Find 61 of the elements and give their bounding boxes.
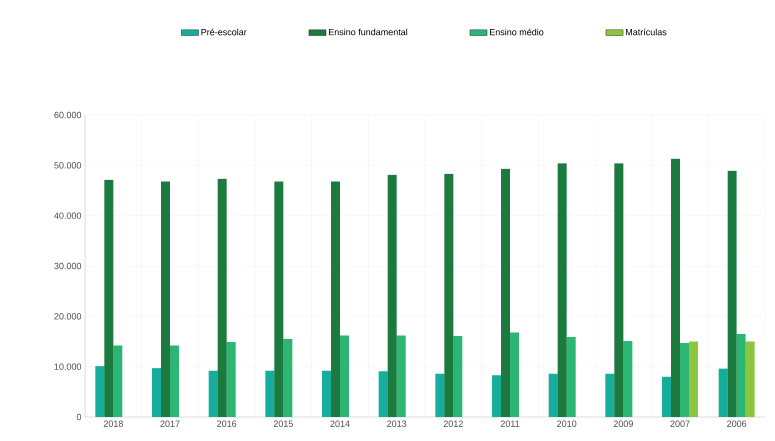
y-tick-label: 0 [76, 414, 82, 420]
x-tick-label: 2013 [387, 420, 406, 427]
bar [566, 336, 576, 417]
bar [388, 174, 397, 417]
bar [623, 340, 632, 417]
bar [718, 368, 728, 417]
bar [728, 170, 737, 417]
bar [746, 342, 755, 417]
bar [396, 335, 406, 417]
bar [736, 334, 746, 417]
bar [501, 168, 510, 417]
bar [378, 371, 388, 417]
legend-label: Matrículas [626, 28, 666, 36]
bar [435, 374, 444, 417]
bar [161, 181, 170, 417]
x-tick-label: 2007 [670, 420, 690, 427]
y-tick-label: 40.000 [54, 212, 82, 219]
y-tick-label: 60.000 [54, 112, 82, 118]
x-tick-label: 2006 [727, 420, 746, 427]
y-tick-label: 20.000 [54, 313, 82, 320]
bar [104, 180, 114, 417]
x-tick-label: 2010 [557, 420, 576, 427]
bar [492, 375, 502, 417]
bar [95, 366, 104, 417]
bar [218, 178, 227, 417]
bar [322, 370, 332, 417]
x-tick-label: 2017 [160, 420, 180, 427]
bar [444, 174, 454, 417]
bar [689, 342, 698, 417]
bar [283, 338, 292, 417]
bar [113, 346, 122, 417]
x-tick-label: 2011 [500, 420, 520, 427]
bar [170, 346, 179, 417]
bar [680, 343, 690, 417]
bar [548, 374, 558, 417]
bar [453, 336, 462, 417]
y-tick-label: 50.000 [54, 162, 82, 169]
bar [274, 181, 284, 417]
x-tick-label: 2016 [217, 420, 236, 427]
bar [662, 376, 672, 417]
bar [614, 163, 624, 417]
x-tick-label: 2012 [444, 420, 463, 427]
y-tick-label: 30.000 [54, 262, 82, 270]
y-tick-label: 10.000 [54, 363, 82, 370]
bar [558, 163, 567, 417]
legend-label: Ensino fundamental [328, 28, 408, 36]
bar [605, 374, 614, 417]
bar [510, 332, 520, 417]
x-tick-label: 2014 [330, 420, 350, 427]
bar [331, 181, 340, 417]
bar [265, 370, 274, 417]
bar [226, 342, 236, 417]
x-tick-label: 2015 [274, 420, 293, 427]
x-tick-label: 2009 [614, 420, 633, 427]
bar [208, 370, 218, 417]
bar [152, 368, 161, 417]
x-tick-label: 2018 [104, 420, 123, 427]
legend-label: Pré-escolar [201, 28, 247, 36]
bar [340, 335, 350, 417]
bar [671, 158, 680, 417]
legend-label: Ensino médio [490, 28, 544, 36]
